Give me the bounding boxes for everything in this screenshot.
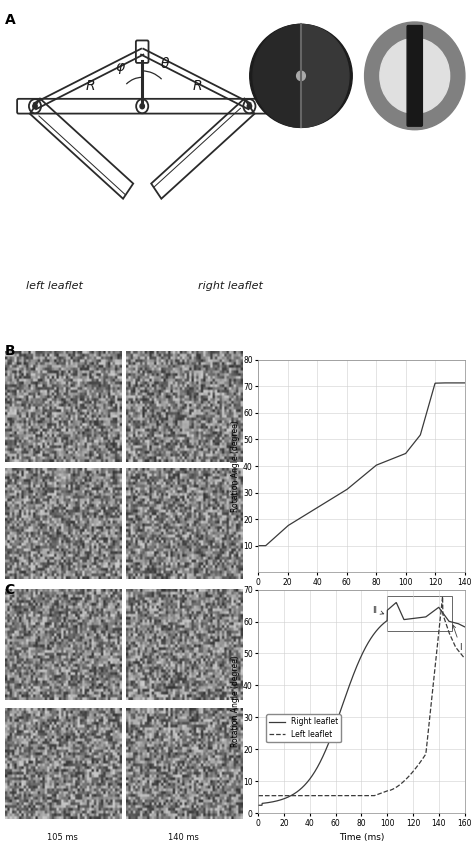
Text: A: A xyxy=(5,13,16,27)
Text: II: II xyxy=(372,606,384,615)
Wedge shape xyxy=(365,22,465,130)
Right leaflet xyxy=(381,618,386,629)
Right leaflet xyxy=(462,622,467,632)
Right leaflet xyxy=(255,800,261,811)
FancyBboxPatch shape xyxy=(17,99,267,114)
Wedge shape xyxy=(253,24,301,127)
Text: $\varphi$: $\varphi$ xyxy=(115,61,126,76)
Wedge shape xyxy=(380,38,450,114)
Text: 30 ms: 30 ms xyxy=(50,475,76,485)
Right leaflet xyxy=(393,597,399,608)
Legend: Right leaflet, Left leaflet: Right leaflet, Left leaflet xyxy=(266,714,341,742)
Text: B: B xyxy=(5,344,15,358)
Left leaflet xyxy=(462,653,467,663)
Right leaflet xyxy=(412,613,418,623)
Left leaflet xyxy=(412,765,418,775)
Text: 70 ms: 70 ms xyxy=(171,713,197,722)
Circle shape xyxy=(247,104,252,108)
Text: R: R xyxy=(192,79,202,93)
Line: Right leaflet: Right leaflet xyxy=(258,603,465,805)
FancyBboxPatch shape xyxy=(407,25,422,127)
Circle shape xyxy=(140,104,145,108)
Y-axis label: Rotation Angle (degree): Rotation Angle (degree) xyxy=(231,420,240,512)
Left leaflet xyxy=(433,655,439,665)
Left leaflet xyxy=(375,789,381,799)
Circle shape xyxy=(297,71,305,81)
Text: 105 ms: 105 ms xyxy=(47,832,78,842)
Text: 90 ms: 90 ms xyxy=(50,592,76,602)
Text: 60 ms: 60 ms xyxy=(171,475,197,485)
Bar xyxy=(387,596,452,631)
Wedge shape xyxy=(301,24,349,127)
Circle shape xyxy=(33,104,37,108)
Line: Left leaflet: Left leaflet xyxy=(258,596,465,796)
Text: right leaflet: right leaflet xyxy=(198,281,263,291)
Y-axis label: Rotation Angle (degree): Rotation Angle (degree) xyxy=(231,655,240,747)
Right leaflet xyxy=(387,603,392,613)
FancyBboxPatch shape xyxy=(136,41,148,63)
Text: 140 ms: 140 ms xyxy=(168,832,199,842)
Text: C: C xyxy=(5,583,15,596)
Left leaflet xyxy=(255,791,261,801)
Text: I: I xyxy=(452,625,462,652)
Text: $\theta$: $\theta$ xyxy=(161,55,171,71)
Text: 120 ms: 120 ms xyxy=(168,592,199,602)
Ellipse shape xyxy=(250,24,352,127)
Left leaflet xyxy=(268,791,274,801)
X-axis label: Time (ms): Time (ms) xyxy=(339,833,384,843)
Left leaflet xyxy=(440,591,446,602)
Text: R: R xyxy=(85,79,95,93)
Text: 35 ms: 35 ms xyxy=(50,713,76,722)
Right leaflet xyxy=(268,797,274,807)
Right leaflet xyxy=(433,604,439,615)
Left leaflet xyxy=(381,787,386,798)
Left leaflet xyxy=(387,786,392,796)
X-axis label: Time (ms): Time (ms) xyxy=(339,592,384,602)
Right leaflet xyxy=(375,623,381,634)
Text: left leaflet: left leaflet xyxy=(26,281,82,291)
